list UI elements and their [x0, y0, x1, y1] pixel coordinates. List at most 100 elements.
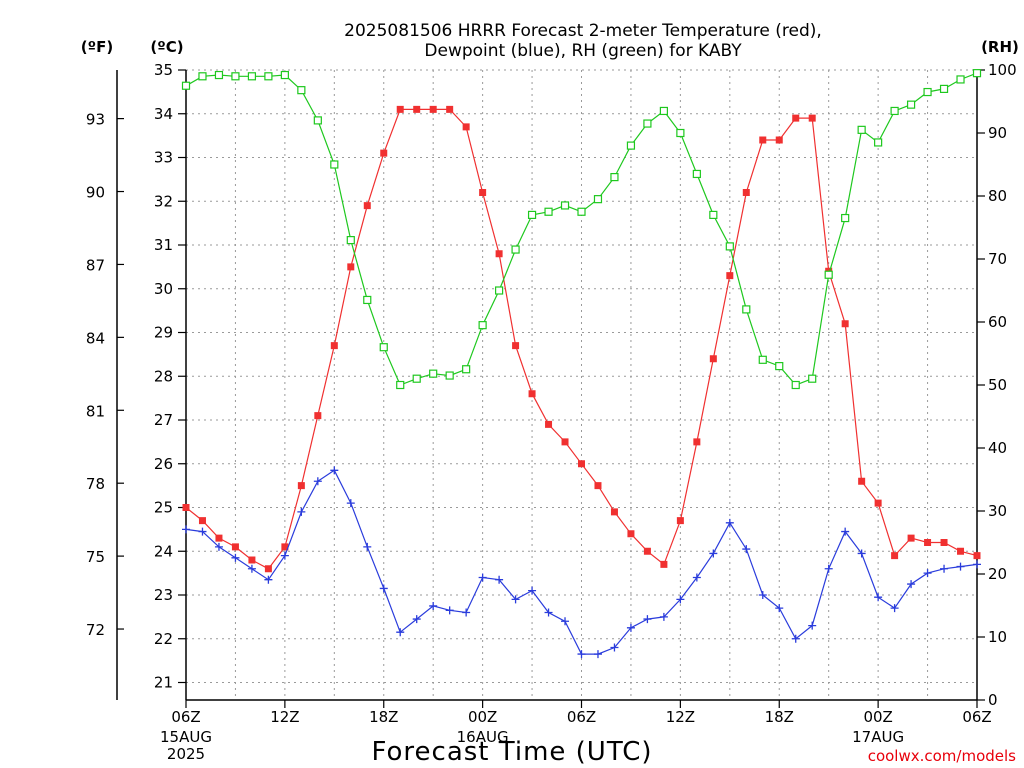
data-point — [692, 573, 701, 582]
data-point — [396, 105, 404, 113]
chart-title-line-2: Dewpoint (blue), RH (green) for KABY — [424, 41, 742, 61]
data-point — [396, 380, 405, 390]
data-point — [346, 499, 355, 508]
data-point — [956, 562, 965, 571]
data-point — [297, 507, 306, 516]
c-tick-label: 22 — [154, 630, 173, 648]
data-point — [445, 606, 454, 615]
data-point — [874, 593, 883, 602]
data-point — [973, 560, 981, 569]
f-tick-label: 90 — [86, 184, 105, 202]
data-point — [330, 342, 338, 350]
chart-title-line-1: 2025081506 HRRR Forecast 2-meter Tempera… — [344, 21, 822, 41]
data-point — [841, 320, 849, 328]
data-point — [593, 650, 602, 659]
data-point — [593, 195, 603, 204]
data-point — [182, 525, 190, 534]
data-point — [181, 81, 191, 90]
c-tick-label: 23 — [154, 586, 173, 604]
c-tick-label: 29 — [154, 324, 173, 342]
rh-tick-label: 90 — [988, 124, 1007, 142]
data-point — [560, 201, 570, 210]
data-point — [709, 549, 718, 558]
data-point — [824, 270, 833, 279]
data-point — [330, 160, 339, 169]
data-point — [775, 604, 784, 613]
data-point — [231, 553, 240, 562]
data-point — [545, 420, 553, 428]
data-point — [742, 545, 751, 554]
x-tick-label: 18Z — [369, 708, 398, 726]
data-point — [280, 551, 289, 560]
c-tick-label: 28 — [154, 367, 173, 385]
data-point — [346, 236, 355, 245]
data-point — [363, 295, 372, 305]
data-point — [924, 539, 932, 546]
x-tick-label: 00Z — [863, 708, 892, 726]
data-point — [462, 608, 471, 617]
data-point — [660, 560, 668, 568]
x-tick-label: 06Z — [171, 708, 200, 726]
data-point — [478, 321, 487, 330]
data-point — [231, 543, 239, 551]
data-point — [759, 136, 767, 144]
x-tick-date-label: 15AUG — [160, 728, 212, 746]
data-point — [577, 650, 586, 659]
data-point — [215, 534, 223, 542]
f-tick-label: 93 — [86, 111, 105, 129]
data-point — [313, 116, 322, 125]
data-point — [610, 643, 619, 652]
data-point — [626, 623, 635, 632]
data-point — [874, 499, 882, 507]
data-point — [544, 207, 553, 216]
data-point — [198, 517, 206, 525]
data-point — [775, 136, 783, 144]
data-point — [808, 374, 817, 383]
c-tick-label: 30 — [154, 280, 173, 298]
celsius-unit-label: (ºC) — [150, 38, 183, 56]
data-point — [626, 141, 636, 150]
data-point — [627, 530, 635, 538]
f-tick-label: 81 — [86, 402, 105, 420]
tick-labels: 21 22 23 24 25 26 27 28 29 30 31 32 33 34 35 72 75 78 81 84… — [86, 61, 1017, 763]
rh-tick-label: 100 — [988, 61, 1017, 79]
data-point — [527, 210, 537, 219]
data-point — [182, 504, 190, 511]
x-tick-label: 18Z — [765, 708, 794, 726]
data-point — [495, 575, 504, 584]
data-point — [578, 460, 585, 468]
x-tick-label: 12Z — [270, 708, 299, 726]
fahrenheit-unit-label: (ºF) — [81, 38, 113, 56]
rh-tick-label: 70 — [988, 250, 1007, 268]
data-point — [939, 84, 949, 94]
data-point — [231, 72, 240, 81]
data-point — [890, 106, 899, 116]
x-tick-year-label: 2025 — [167, 745, 205, 763]
c-tick-label: 27 — [154, 411, 173, 429]
c-tick-label: 21 — [154, 674, 173, 692]
data-point — [511, 245, 520, 254]
data-point — [528, 390, 536, 398]
data-point — [857, 549, 866, 558]
credit-label: coolwx.com/models — [868, 747, 1016, 765]
data-point — [791, 634, 800, 643]
data-point — [594, 482, 602, 490]
data-point — [495, 286, 504, 295]
data-point — [429, 601, 438, 610]
data-point — [379, 584, 388, 593]
data-point — [907, 580, 916, 589]
data-point — [561, 438, 569, 446]
data-point — [758, 591, 767, 599]
data-point — [940, 539, 948, 546]
data-point — [610, 173, 619, 182]
c-tick-label: 33 — [154, 149, 173, 167]
data-point — [858, 477, 866, 485]
data-point — [247, 72, 257, 81]
data-point — [528, 586, 537, 595]
data-point — [313, 477, 322, 486]
data-point — [857, 125, 866, 134]
data-point — [198, 72, 207, 81]
x-tick-label: 06Z — [962, 708, 991, 726]
data-point — [412, 615, 421, 624]
